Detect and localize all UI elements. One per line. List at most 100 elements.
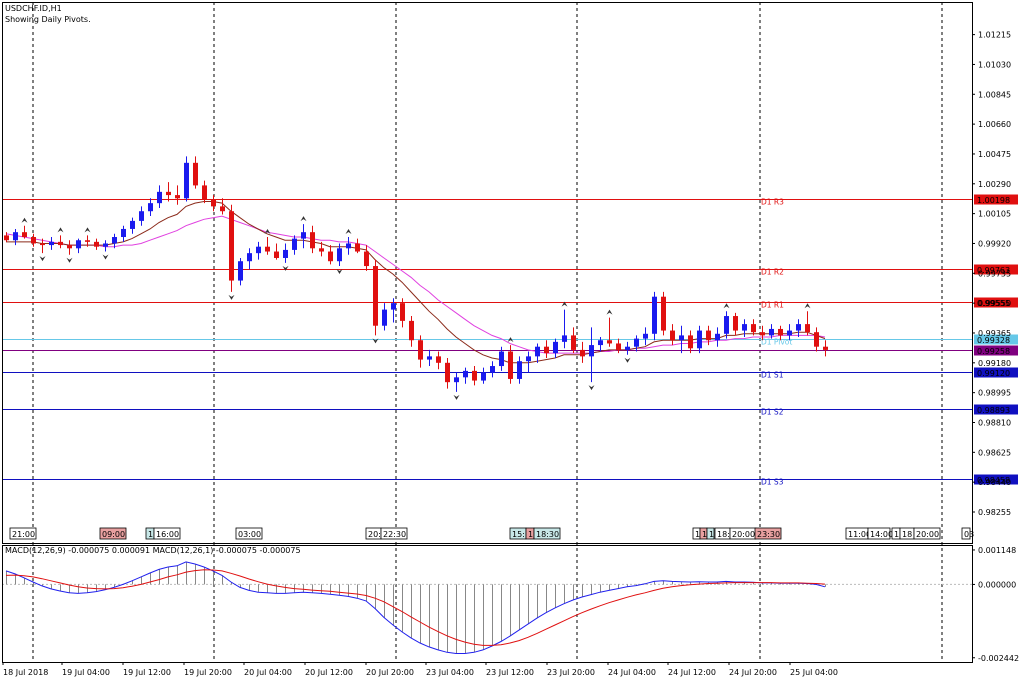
session-label-10: 1 bbox=[695, 530, 700, 539]
session-label-6: 22:30 bbox=[383, 530, 406, 539]
price-axis: 1.00198 0.99763 0.99555 0.99328 0.99120 0.988… bbox=[972, 31, 1019, 663]
candle-body-82 bbox=[742, 324, 747, 331]
session-label-15: 23:30 bbox=[757, 530, 780, 539]
pivot-price-label-2: 0.99555 bbox=[977, 299, 1010, 308]
pivot-label-1: D1 R2 bbox=[761, 268, 784, 277]
macd-signal-line bbox=[5, 569, 826, 646]
session-label-box-0 bbox=[9, 527, 37, 540]
chart-title: USDCHF.ID,H1 bbox=[5, 4, 62, 13]
pivot-price-box-4 bbox=[974, 367, 1018, 378]
candle-body-18 bbox=[166, 191, 171, 196]
macd-tick-label-1: 0.000000 bbox=[978, 580, 1016, 589]
fractal-up-33 bbox=[300, 216, 307, 222]
candle-body-48 bbox=[436, 356, 441, 363]
candle-body-40 bbox=[364, 251, 369, 267]
session-label-12: 1 bbox=[709, 530, 714, 539]
candle-body-1 bbox=[13, 232, 18, 241]
candle-body-16 bbox=[148, 203, 153, 212]
price-tick-label-1: 1.01030 bbox=[978, 60, 1011, 69]
candle-body-23 bbox=[211, 199, 216, 207]
candle-body-29 bbox=[265, 246, 270, 252]
candle-body-15 bbox=[139, 211, 144, 221]
macd-title: MACD(12,26,9) -0.000075 0.000091 MACD(12… bbox=[5, 546, 301, 555]
candle-body-28 bbox=[256, 246, 261, 254]
candle-body-76 bbox=[688, 335, 693, 349]
pivot-price-box-2 bbox=[974, 297, 1018, 308]
candle-body-5 bbox=[49, 241, 54, 246]
candle-body-78 bbox=[706, 330, 711, 341]
session-label-box-9 bbox=[533, 527, 561, 540]
candle-body-20 bbox=[184, 162, 189, 199]
time-tick-label-5: 20 Jul 12:00 bbox=[305, 668, 353, 677]
candle-body-35 bbox=[319, 248, 324, 252]
pivot-label-6: D1 S3 bbox=[761, 478, 784, 487]
pivot-label-2: D1 R1 bbox=[761, 301, 784, 310]
pivot-label-3: D1 Pivot bbox=[761, 338, 792, 347]
candle-body-71 bbox=[643, 333, 648, 339]
candle-body-39 bbox=[355, 243, 360, 252]
fractal-up-38 bbox=[345, 229, 352, 235]
price-tick-label-0: 1.01215 bbox=[978, 31, 1011, 40]
session-label-9: 18:30 bbox=[536, 530, 559, 539]
candle-body-3 bbox=[31, 237, 36, 244]
fractal-down-41 bbox=[372, 338, 379, 344]
candle-body-42 bbox=[382, 309, 387, 326]
macd-tick-label-0: 0.001148 bbox=[978, 546, 1016, 555]
candle-body-8 bbox=[76, 240, 81, 249]
candle-body-49 bbox=[445, 362, 450, 383]
candle-body-80 bbox=[724, 316, 729, 334]
macd-line bbox=[5, 561, 826, 654]
time-axis: 18 Jul 2018 19 Jul 04:00 19 Jul 12:00 19 Ju… bbox=[2, 662, 838, 677]
session-label-box-20 bbox=[913, 527, 941, 540]
candle-body-14 bbox=[130, 220, 135, 229]
session-label-21: 03 bbox=[964, 530, 974, 539]
session-label-box-4 bbox=[235, 527, 263, 540]
candle-body-61 bbox=[553, 341, 558, 354]
candle-body-63 bbox=[571, 335, 576, 350]
session-label-box-3 bbox=[153, 527, 181, 540]
pivot-price-box-1 bbox=[974, 264, 1018, 275]
fractal-down-7 bbox=[66, 257, 73, 263]
fractal-down-50 bbox=[453, 394, 460, 400]
session-separators bbox=[32, 2, 943, 662]
pivot-price-box-3 bbox=[974, 334, 1018, 345]
time-tick-label-12: 24 Jul 20:00 bbox=[729, 668, 777, 677]
price-tick-label-10: 0.99365 bbox=[978, 329, 1011, 338]
fractal-up-6 bbox=[57, 227, 64, 233]
session-label-box-17 bbox=[867, 527, 891, 540]
macd-tick-label-2: -0.002442 bbox=[978, 654, 1019, 663]
candle-body-59 bbox=[535, 346, 540, 357]
candle-body-51 bbox=[463, 370, 468, 378]
candle-body-41 bbox=[373, 266, 378, 326]
candle-body-11 bbox=[103, 243, 108, 247]
time-tick-label-8: 23 Jul 12:00 bbox=[486, 668, 534, 677]
candle-body-55 bbox=[499, 351, 504, 367]
candle-body-83 bbox=[751, 324, 756, 333]
pivot-price-box-6 bbox=[974, 474, 1018, 485]
price-tick-label-4: 1.00475 bbox=[978, 150, 1011, 159]
session-label-0: 21:00 bbox=[12, 530, 35, 539]
candle-body-32 bbox=[292, 238, 297, 250]
time-tick-label-0: 18 Jul 2018 bbox=[3, 668, 48, 677]
pivot-price-label-1: 0.99763 bbox=[977, 266, 1010, 275]
fractal-up-56 bbox=[507, 337, 514, 343]
candle-body-12 bbox=[112, 237, 117, 244]
pivot-price-label-6: 0.98458 bbox=[977, 476, 1010, 485]
candle-body-57 bbox=[517, 361, 522, 379]
candle-body-65 bbox=[589, 345, 594, 357]
pivot-price-label-3: 0.99328 bbox=[977, 336, 1010, 345]
price-tick-label-6: 1.00105 bbox=[978, 210, 1011, 219]
pivot-label-5: D1 S2 bbox=[761, 408, 784, 417]
candle-body-81 bbox=[733, 316, 738, 331]
candle-body-74 bbox=[670, 330, 675, 341]
candle-body-47 bbox=[427, 356, 432, 360]
candle-body-17 bbox=[157, 191, 162, 204]
candle-body-89 bbox=[805, 324, 810, 333]
candle-body-38 bbox=[346, 243, 351, 249]
candle-body-22 bbox=[202, 185, 207, 200]
candle-body-67 bbox=[607, 340, 612, 344]
candle-body-90 bbox=[814, 332, 819, 347]
price-tick-label-9: 0.99550 bbox=[978, 299, 1011, 308]
